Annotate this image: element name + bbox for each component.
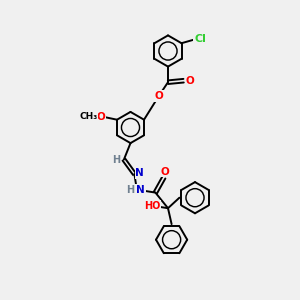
Text: N: N	[135, 168, 144, 178]
Text: CH₃: CH₃	[79, 112, 97, 121]
Text: O: O	[97, 112, 106, 122]
Text: H: H	[126, 184, 134, 195]
Text: Cl: Cl	[194, 34, 206, 44]
Text: O: O	[160, 167, 169, 177]
Text: O: O	[154, 91, 164, 101]
Text: HO: HO	[144, 201, 160, 211]
Text: N: N	[136, 184, 145, 195]
Text: O: O	[186, 76, 195, 86]
Text: H: H	[112, 154, 121, 165]
